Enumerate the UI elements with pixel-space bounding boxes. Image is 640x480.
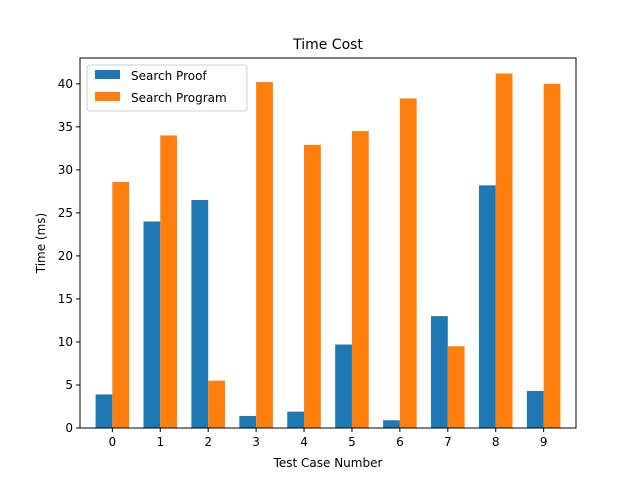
plot-frame — [79, 57, 577, 429]
y-tick-label-35: 35 — [58, 120, 73, 134]
legend-swatch-search-program — [95, 92, 120, 101]
y-tick-label-0: 0 — [65, 421, 73, 435]
bars-layer — [95, 73, 561, 429]
x-axis-label: Test Case Number — [273, 456, 383, 470]
y-tick-label-40: 40 — [58, 77, 73, 91]
y-tick-label-5: 5 — [65, 378, 73, 392]
bar-search-program-0 — [112, 181, 130, 428]
y-tick-label-30: 30 — [58, 163, 73, 177]
y-tick-label-20: 20 — [58, 249, 73, 263]
bar-search-proof-2 — [191, 199, 209, 428]
x-tick-label-8: 8 — [492, 435, 500, 449]
y-tick-label-25: 25 — [58, 206, 73, 220]
bar-search-program-5 — [351, 131, 369, 428]
bar-search-proof-5 — [335, 344, 352, 428]
y-axis-label: Time (ms) — [34, 213, 48, 275]
x-tick-label-9: 9 — [540, 435, 548, 449]
bar-search-proof-4 — [287, 411, 305, 428]
y-tick-label-15: 15 — [58, 292, 73, 306]
bar-search-program-2 — [208, 380, 225, 428]
bar-search-proof-8 — [478, 185, 496, 428]
x-tick-label-2: 2 — [204, 435, 212, 449]
bar-search-program-1 — [160, 135, 178, 428]
bar-search-program-6 — [399, 98, 417, 428]
bar-search-program-4 — [304, 144, 321, 428]
legend-box — [86, 64, 248, 112]
bar-search-proof-1 — [143, 221, 161, 428]
x-tick-label-7: 7 — [444, 435, 452, 449]
bar-search-proof-3 — [239, 415, 257, 428]
plot-area — [79, 57, 577, 429]
legend-label-search-proof: Search Proof — [131, 69, 207, 83]
bar-search-proof-7 — [431, 316, 448, 428]
bar-search-proof-6 — [383, 420, 400, 428]
x-axis: 0 1 2 3 4 5 6 7 8 9 — [109, 428, 548, 449]
bar-search-proof-9 — [526, 391, 544, 428]
bar-search-program-3 — [256, 82, 273, 428]
legend-label-search-program: Search Program — [131, 91, 227, 105]
bar-search-program-8 — [495, 73, 513, 429]
x-tick-label-4: 4 — [300, 435, 308, 449]
x-tick-label-0: 0 — [109, 435, 117, 449]
legend: Search Proof Search Program — [86, 64, 248, 112]
y-axis: 0 5 10 15 20 25 30 35 40 — [58, 77, 80, 435]
x-tick-label-6: 6 — [396, 435, 404, 449]
bar-search-program-9 — [543, 83, 561, 428]
legend-swatch-search-proof — [95, 70, 120, 79]
x-tick-label-5: 5 — [348, 435, 356, 449]
chart-title: Time Cost — [292, 37, 363, 53]
y-tick-label-10: 10 — [58, 335, 73, 349]
x-tick-label-3: 3 — [252, 435, 260, 449]
x-tick-label-1: 1 — [156, 435, 164, 449]
bar-search-program-7 — [447, 346, 465, 428]
bar-search-proof-0 — [95, 394, 113, 428]
